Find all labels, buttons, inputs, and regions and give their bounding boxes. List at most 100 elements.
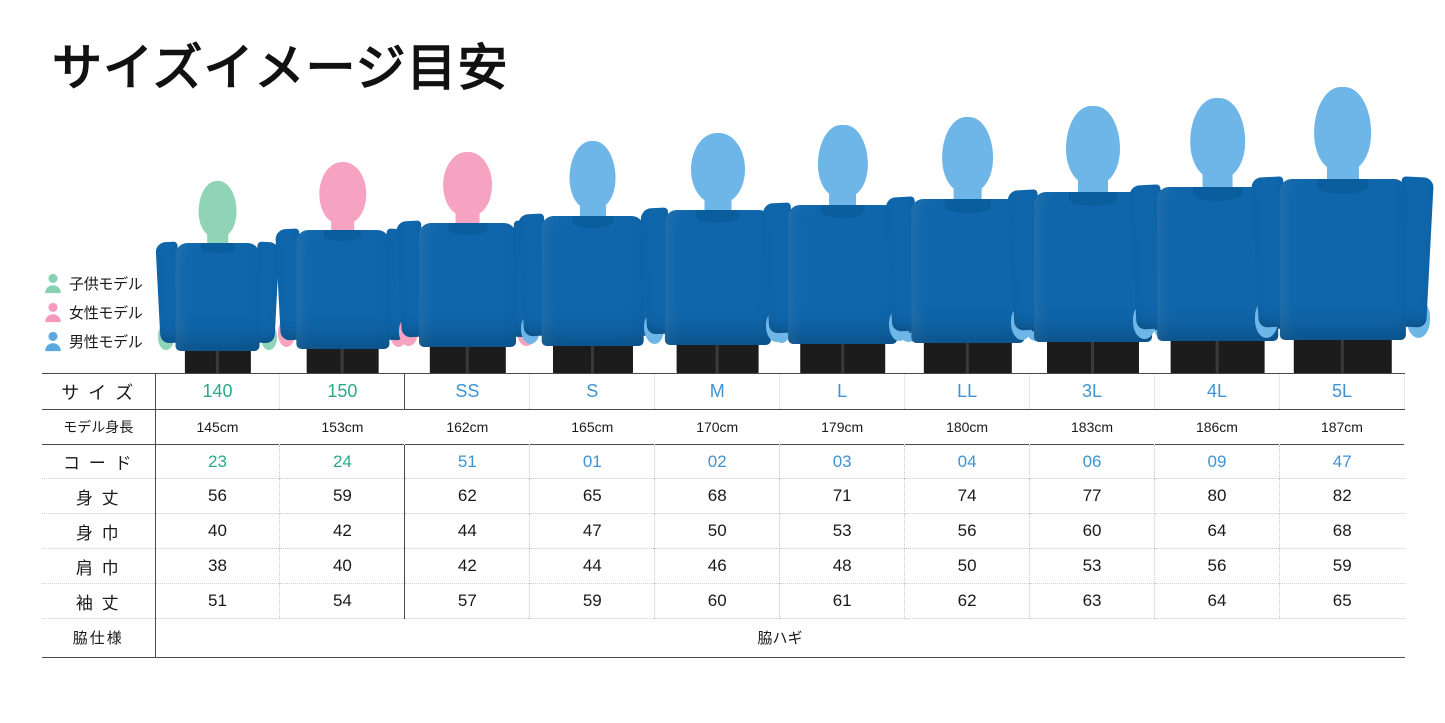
model-figure-l [762, 104, 923, 375]
page-title: サイズイメージ目安 [52, 40, 509, 96]
table-cell: 46 [654, 548, 781, 584]
table-cell: 3L [1029, 373, 1155, 410]
cell-value: S [586, 381, 599, 401]
table-cell: 68 [1279, 513, 1405, 549]
table-cell: LL [904, 373, 1031, 410]
cell-value: 03 [832, 451, 852, 471]
table-cell: SS [404, 373, 531, 410]
model-collar [571, 215, 614, 228]
table-cell: 44 [529, 548, 656, 584]
model-figure-s [518, 104, 667, 374]
table-cell: 82 [1279, 478, 1405, 514]
model-head [1313, 87, 1372, 171]
table-cell: 65 [529, 478, 656, 514]
table-cell: 60 [1029, 513, 1155, 549]
table-cell: 59 [1279, 548, 1405, 584]
table-cell: 74 [904, 478, 1031, 514]
table-cell: 56 [155, 478, 281, 514]
table-cell: 44 [404, 513, 531, 549]
model-figure-150 [274, 104, 411, 375]
table-cell: 57 [404, 583, 531, 619]
table-cell: 40 [155, 513, 281, 549]
table-row-size: サ イ ズ 140 150 SS S M L LL 3L 4L 5L [42, 373, 1406, 410]
model-collar [1192, 186, 1243, 201]
cell-value: 24 [332, 451, 352, 471]
table-cell: 42 [404, 548, 531, 584]
table-cell: 165cm [529, 409, 655, 445]
row-label-model-height: モデル身長 [42, 409, 156, 445]
table-cell: L [779, 373, 906, 410]
table-cell: M [654, 373, 781, 410]
table-cell: 42 [279, 513, 406, 549]
table-cell: 47 [529, 513, 656, 549]
table-cell: 54 [279, 583, 406, 619]
cell-value: 47 [1332, 451, 1352, 471]
table-cell: 48 [779, 548, 906, 584]
model-shirt [1279, 179, 1406, 340]
table-cell: 47 [1279, 444, 1405, 479]
table-cell: 02 [654, 444, 781, 479]
cell-value: 02 [707, 451, 727, 471]
table-cell: 68 [654, 478, 781, 514]
cell-value: SS [455, 381, 480, 401]
model-head [817, 124, 868, 198]
model-legend: 子供モデル 女性モデル 男性モデル [42, 270, 162, 357]
legend-item-female: 女性モデル [42, 299, 162, 325]
table-cell: 180cm [904, 409, 1030, 445]
cell-value: 140 [202, 381, 233, 401]
model-shirt [175, 242, 260, 351]
table-cell: 179cm [779, 409, 905, 445]
table-cell: 60 [654, 583, 781, 619]
cell-value: 4L [1206, 381, 1227, 401]
table-cell: 5L [1279, 373, 1406, 410]
model-collar [1068, 192, 1117, 206]
table-cell: 24 [279, 444, 406, 479]
cell-value: 23 [208, 451, 227, 471]
table-cell: 56 [904, 513, 1031, 549]
row-label-code: コ ー ド [42, 444, 156, 479]
cell-value: LL [957, 381, 978, 401]
table-cell: 51 [404, 444, 531, 479]
legend-label-female: 女性モデル [69, 304, 143, 322]
table-cell: 80 [1154, 478, 1280, 514]
table-row-body-width: 身 巾 40 42 44 47 50 53 56 60 64 68 [42, 513, 1405, 549]
model-collar [695, 210, 740, 223]
model-collar [944, 199, 991, 213]
table-cell: 62 [904, 583, 1031, 619]
table-row-body-length: 身 丈 56 59 62 65 68 71 74 77 80 82 [42, 478, 1405, 514]
model-figure-140 [155, 104, 280, 375]
table-bottom-rule [42, 656, 1405, 658]
table-cell: 63 [1029, 583, 1155, 619]
person-icon [42, 272, 64, 294]
model-collar [323, 230, 362, 242]
size-table: サ イ ズ 140 150 SS S M L LL 3L 4L 5L モデル身長 145cm 153… [42, 373, 1406, 657]
legend-label-child: 子供モデル [69, 275, 143, 293]
table-cell: 170cm [654, 409, 780, 445]
cell-value: 09 [1207, 451, 1227, 471]
cell-value: M [709, 381, 725, 401]
person-icon [42, 301, 64, 323]
cell-value: 04 [957, 451, 977, 471]
table-cell: 71 [779, 478, 906, 514]
model-shirt [295, 230, 390, 349]
size-table-wrapper: サ イ ズ 140 150 SS S M L LL 3L 4L 5L モデル身長 145cm 153… [42, 373, 1406, 658]
table-cell: 4L [1154, 373, 1280, 410]
model-shirt [787, 204, 898, 345]
table-cell: 04 [904, 444, 1031, 479]
table-row-sleeve-length: 袖 丈 51 54 57 59 60 61 62 63 64 65 [42, 583, 1405, 619]
table-cell: 51 [155, 583, 281, 619]
row-label-body-width: 身 巾 [42, 513, 156, 549]
model-shirt [910, 199, 1025, 344]
table-cell: 53 [1029, 548, 1155, 584]
table-cell: 183cm [1029, 409, 1155, 445]
model-illustrations [155, 87, 1435, 375]
table-cell: 09 [1154, 444, 1280, 479]
table-cell: 50 [904, 548, 1031, 584]
model-head [941, 116, 994, 192]
cell-value: 51 [457, 451, 477, 471]
table-cell: 59 [279, 478, 406, 514]
table-cell: 61 [779, 583, 906, 619]
table-cell: 23 [155, 444, 281, 479]
model-head [442, 151, 493, 217]
